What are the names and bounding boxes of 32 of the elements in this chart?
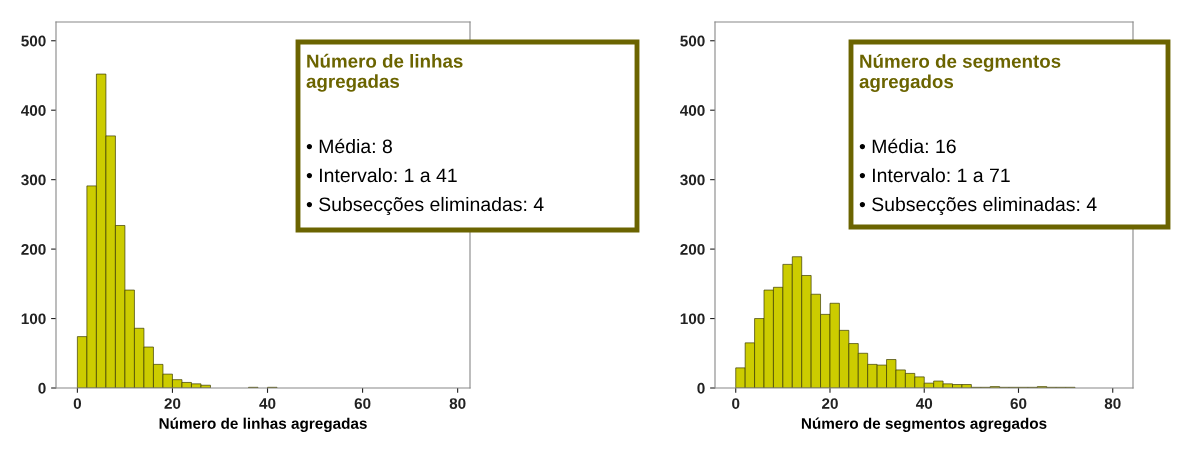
x-tick-label: 80 — [449, 398, 466, 409]
y-tick-label: 300 — [680, 174, 705, 186]
x-tick-label: 20 — [822, 398, 838, 409]
x-tick-label: 60 — [354, 398, 371, 409]
y-tick-label: 400 — [680, 105, 705, 116]
y-tick-label: 0 — [697, 382, 705, 394]
x-tick-label: 80 — [1104, 398, 1121, 409]
annotation: Número de linhas agregadas — [306, 53, 463, 92]
x-axis-title: Número de linhas agregadas — [159, 417, 367, 432]
y-tick-label: 500 — [21, 35, 46, 47]
annotation: • Média: 8 — [306, 138, 392, 154]
y-tick-label: 200 — [680, 243, 705, 255]
annotation: • Subsecções eliminadas: 4 — [859, 196, 1097, 216]
y-tick-label: 100 — [680, 313, 705, 325]
y-tick-label: 400 — [21, 105, 46, 116]
annotation: • Intervalo: 1 a 71 — [859, 167, 1010, 183]
annotation: Número de segmentos agregados — [859, 54, 1061, 92]
y-tick-label: 0 — [38, 382, 46, 394]
x-axis-title: Número de segmentos agregados — [801, 417, 1047, 432]
x-tick-label: 40 — [259, 398, 276, 409]
annotation: • Subsecções eliminadas: 4 — [306, 196, 544, 216]
x-tick-label: 0 — [732, 398, 740, 409]
annotation: • Intervalo: 1 a 41 — [306, 167, 457, 183]
x-tick-label: 20 — [164, 398, 181, 409]
y-tick-label: 500 — [680, 35, 705, 47]
x-tick-label: 0 — [73, 398, 82, 409]
x-tick-label: 60 — [1010, 398, 1027, 409]
y-tick-label: 200 — [21, 243, 46, 255]
x-tick-label: 40 — [915, 398, 933, 409]
annotation: • Média: 16 — [859, 138, 956, 154]
y-tick-label: 100 — [21, 313, 46, 325]
y-tick-label: 300 — [21, 174, 46, 186]
